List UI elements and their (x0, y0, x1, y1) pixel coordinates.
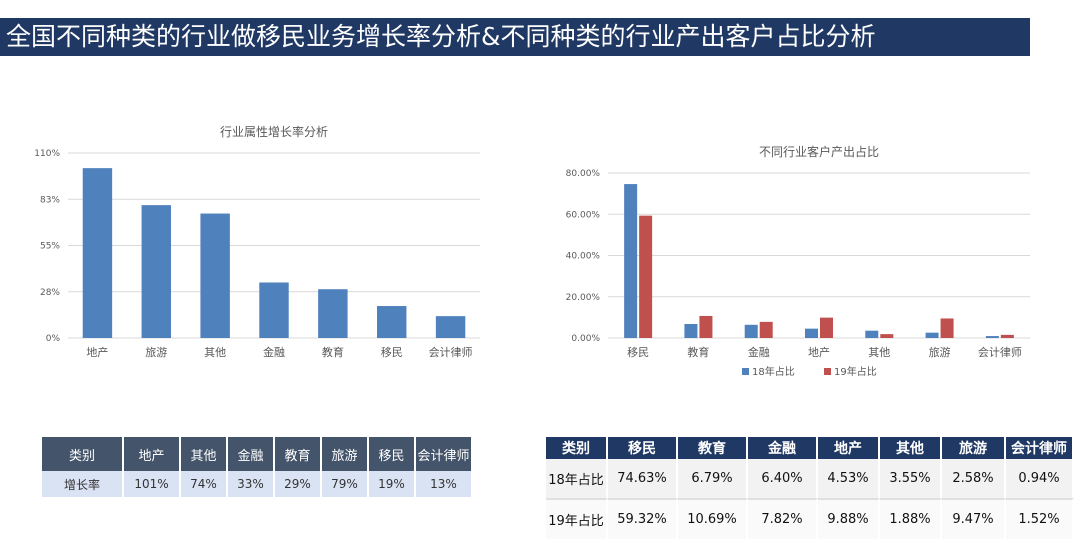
share-table-cell: 6.40% (748, 459, 818, 498)
growth-table-cell: 74% (181, 471, 228, 497)
growth-table-row: 增长率 101% 74% 33% 29% 79% 19% 13% (42, 471, 473, 497)
bar (200, 213, 230, 338)
share-table-cell: 18年占比 (546, 459, 608, 498)
growth-table-cell: 33% (228, 471, 275, 497)
y-tick-label: 110% (34, 149, 60, 159)
bar (624, 184, 638, 338)
growth-table-header-cell: 地产 (124, 437, 181, 471)
growth-table-header-cell: 类别 (42, 437, 124, 471)
share-table-cell: 74.63% (608, 459, 678, 498)
x-tick-label: 地产 (808, 345, 830, 359)
bar (805, 328, 818, 338)
share-table-header-cell: 其他 (880, 437, 942, 459)
page-title: 全国不同种类的行业做移民业务增长率分析&不同种类的行业产出客户占比分析 (0, 18, 1030, 56)
y-tick-label: 80.00% (566, 169, 601, 179)
share-table-header-cell: 地产 (818, 437, 880, 459)
share-table-header-cell: 旅游 (942, 437, 1006, 459)
share-table-cell: 4.53% (818, 459, 880, 498)
customer-share-table: 类别 移民 教育 金融 地产 其他 旅游 会计律师 18年占比 74.63% 6.79% 6.40%… (546, 437, 1074, 539)
growth-table-cell: 29% (275, 471, 322, 497)
y-tick-label: 60.00% (566, 210, 601, 220)
legend-swatch (742, 368, 749, 375)
x-tick-label: 其他 (204, 346, 226, 359)
share-table-cell: 19年占比 (546, 498, 608, 539)
growth-rate-chart: 行业属性增长率分析 0% 28% 55% 83% 110% 地产 旅游 其他 金融 教育 移民 会计律师 (34, 124, 480, 359)
growth-table-cell: 19% (369, 471, 416, 497)
x-tick-label: 旅游 (929, 345, 951, 359)
bar (940, 318, 954, 338)
chart-title: 行业属性增长率分析 (220, 124, 328, 139)
x-tick-label: 会计律师 (429, 346, 473, 359)
bar (377, 306, 407, 338)
growth-table-cell: 101% (124, 471, 181, 497)
share-table-cell: 10.69% (678, 498, 748, 539)
growth-table-header-cell: 旅游 (322, 437, 369, 471)
y-tick-label: 83% (40, 195, 60, 205)
x-tick-label: 会计律师 (978, 346, 1022, 359)
bar (820, 317, 833, 338)
growth-table-header-cell: 会计律师 (416, 437, 473, 471)
growth-table-header-cell: 移民 (369, 437, 416, 471)
bar (259, 282, 289, 338)
bar (925, 332, 939, 338)
share-table-cell: 6.79% (678, 459, 748, 498)
y-tick-label: 20.00% (566, 293, 601, 303)
bar (1000, 334, 1014, 338)
growth-table-header-cell: 教育 (275, 437, 322, 471)
share-table-header-cell: 金融 (748, 437, 818, 459)
share-table-cell: 1.88% (880, 498, 942, 539)
customer-share-chart: 不同行业客户产出占比 0.00% 20.00% 40.00% 60.00% 80.00% 移… (566, 144, 1030, 378)
growth-table-cell: 79% (322, 471, 369, 497)
share-table-cell: 9.88% (818, 498, 880, 539)
x-tick-label: 金融 (748, 345, 770, 359)
share-table-cell: 3.55% (880, 459, 942, 498)
share-table-row: 19年占比 59.32% 10.69% 7.82% 9.88% 1.88% 9.47% 1.5… (546, 498, 1074, 539)
share-table-row: 18年占比 74.63% 6.79% 6.40% 4.53% 3.55% 2.58% 0.94… (546, 459, 1074, 498)
share-table-header-cell: 会计律师 (1006, 437, 1074, 459)
share-table-cell: 7.82% (748, 498, 818, 539)
share-table-cell: 1.52% (1006, 498, 1074, 539)
x-tick-label: 旅游 (145, 345, 167, 359)
bar (985, 336, 999, 338)
bar (435, 316, 466, 338)
bar (880, 334, 894, 338)
legend-label: 19年占比 (834, 365, 877, 378)
x-tick-label: 教育 (687, 345, 709, 359)
chart-title: 不同行业客户产出占比 (759, 144, 879, 159)
share-table-cell: 59.32% (608, 498, 678, 539)
share-table-header-cell: 类别 (546, 437, 608, 459)
growth-table-cell: 增长率 (42, 471, 124, 497)
y-tick-label: 0.00% (571, 334, 600, 344)
growth-table-cell: 13% (416, 471, 473, 497)
y-tick-label: 28% (40, 288, 60, 298)
x-tick-label: 地产 (86, 345, 108, 359)
bar (699, 315, 713, 338)
legend-swatch (824, 368, 831, 375)
growth-rate-table: 类别 地产 其他 金融 教育 旅游 移民 会计律师 增长率 101% 74% 33% 29% 79% 19… (42, 437, 473, 497)
bar (684, 323, 698, 338)
bar (639, 215, 653, 338)
bar (82, 168, 113, 338)
y-tick-label: 55% (40, 242, 60, 252)
bar (865, 330, 879, 338)
share-table-cell: 0.94% (1006, 459, 1074, 498)
x-tick-label: 移民 (381, 346, 403, 359)
share-table-header-cell: 移民 (608, 437, 678, 459)
share-table-cell: 9.47% (942, 498, 1006, 539)
x-tick-label: 移民 (627, 346, 649, 359)
x-tick-label: 其他 (868, 346, 890, 359)
bar (744, 324, 758, 338)
share-table-header-cell: 教育 (678, 437, 748, 459)
bar (759, 321, 773, 338)
bar (318, 289, 348, 338)
x-tick-label: 教育 (322, 345, 344, 359)
share-table-cell: 2.58% (942, 459, 1006, 498)
y-tick-label: 0% (46, 334, 61, 344)
legend-label: 18年占比 (752, 365, 795, 378)
growth-table-header-cell: 金融 (228, 437, 275, 471)
growth-table-header-cell: 其他 (181, 437, 228, 471)
bar (141, 205, 171, 338)
x-tick-label: 金融 (263, 345, 285, 359)
y-tick-label: 40.00% (566, 252, 601, 262)
